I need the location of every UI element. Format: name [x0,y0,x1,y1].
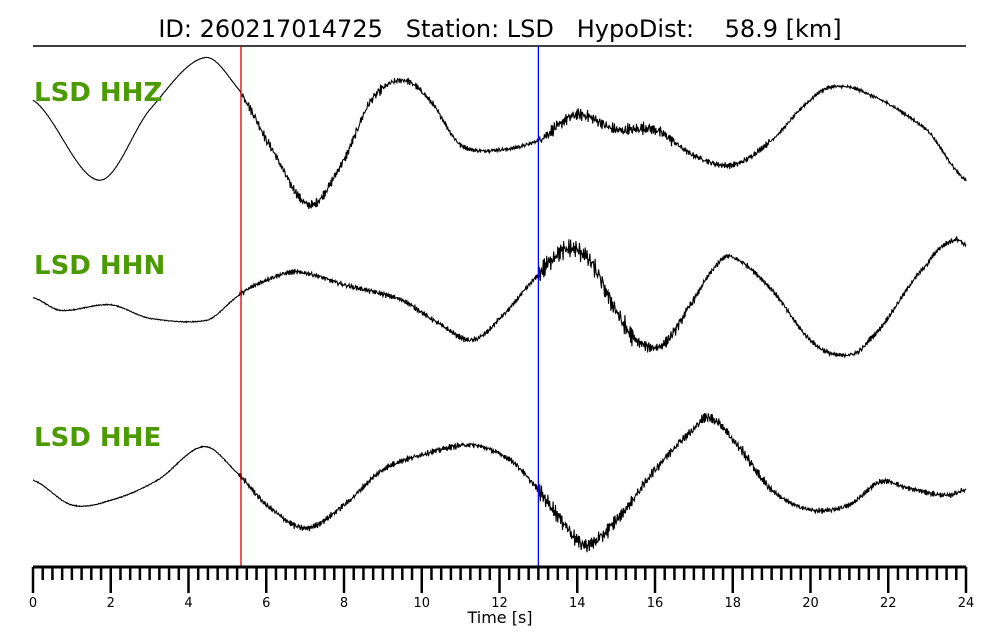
phase-markers [240,46,540,567]
x-tick-label: 12 [491,596,508,611]
trace-lsd-hhz [32,56,967,209]
trace-lsd-hhe [32,412,967,553]
x-tick-label: 20 [802,596,819,611]
trace-label: LSD HHE [34,423,161,453]
trace-label: LSD HHN [34,251,165,281]
x-axis-label: Time [s] [466,608,532,627]
x-tick-label: 22 [880,596,897,611]
x-tick-label: 24 [958,596,975,611]
x-axis: 0 2 4 6 8 10 12 14 16 18 20 22 24 [29,565,975,611]
chart-title: ID: 260217014725 Station: LSD HypoDist: … [158,15,841,43]
x-tick-label: 10 [413,596,430,611]
x-tick-label: 16 [647,596,664,611]
x-tick-label: 2 [107,596,115,611]
trace-lsd-hhn [32,236,967,359]
x-tick-label: 8 [340,596,348,611]
x-tick-label: 14 [569,596,586,611]
x-tick-label: 4 [184,596,192,611]
x-tick-label: 6 [262,596,270,611]
trace-label: LSD HHZ [34,78,162,108]
trace-labels: LSD HHZ LSD HHN LSD HHE [34,78,165,453]
x-tick-label: 0 [29,596,37,611]
traces [32,56,967,553]
x-tick-label: 18 [724,596,741,611]
